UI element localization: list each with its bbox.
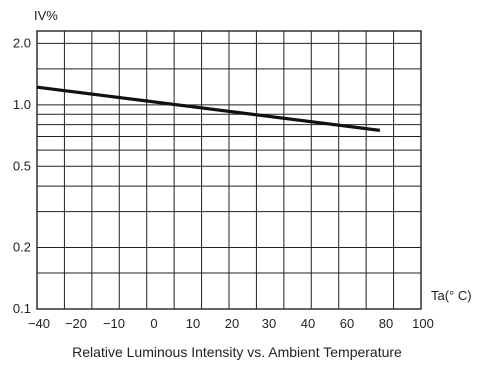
y-axis-label: IV% [34, 8, 58, 23]
x-tick-label: 10 [186, 316, 200, 331]
x-tick-label: −40 [28, 316, 50, 331]
y-tick-label: 1.0 [13, 97, 31, 112]
y-tick-labels: 2.0 1.0 0.5 0.2 0.1 [13, 35, 31, 316]
series-line [36, 85, 381, 132]
series-layer [36, 85, 381, 132]
y-tick-label: 0.5 [13, 158, 31, 173]
x-tick-label: 40 [301, 316, 315, 331]
y-tick-label: 0.2 [13, 240, 31, 255]
x-tick-label: 20 [225, 316, 239, 331]
x-tick-label: 80 [379, 316, 393, 331]
x-tick-labels: −40 −20 −10 0 10 20 30 40 60 80 100 [28, 316, 434, 331]
x-tick-label: 60 [340, 316, 354, 331]
x-tick-label: 0 [150, 316, 157, 331]
y-tick-label: 0.1 [13, 301, 31, 316]
x-axis-label: Ta(° C) [431, 288, 472, 303]
x-tick-label: 30 [262, 316, 276, 331]
y-tick-label: 2.0 [13, 35, 31, 50]
x-tick-label: −10 [103, 316, 125, 331]
x-tick-label: −20 [65, 316, 87, 331]
grid [37, 31, 421, 309]
chart-title: Relative Luminous Intensity vs. Ambient … [72, 344, 402, 360]
x-tick-label: 100 [412, 316, 434, 331]
